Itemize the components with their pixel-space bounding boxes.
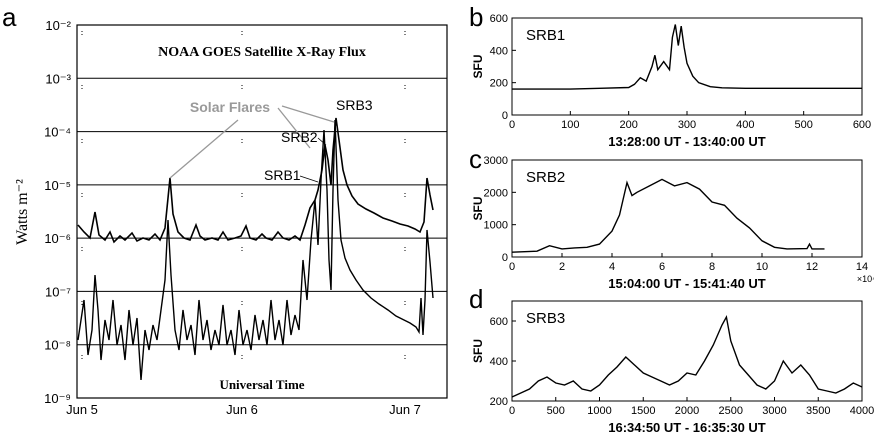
panel-a-ytick-label: 10⁻⁸	[44, 338, 71, 353]
panel-c-ytick-label: 2000	[484, 187, 508, 199]
panel-d-xtick-label: 3000	[762, 405, 786, 417]
panel-d-chart: 0 500 1000 1500 2000 2500 3000 3500 4000 200 400 60…	[471, 300, 874, 435]
flare-pointer-2	[277, 107, 311, 149]
panel-a-ytick-label: 10⁻⁶	[44, 231, 71, 246]
panel-a-long-channel-line	[77, 117, 434, 244]
panel-c-ylabel: SFU	[471, 197, 485, 221]
panel-d-xtick-label: 3500	[806, 405, 830, 417]
panel-d-xtick-label: 500	[547, 405, 565, 417]
panel-b-ytick-label: 600	[490, 13, 508, 25]
srb3-label: SRB3	[336, 97, 373, 113]
srb1-label: SRB1	[264, 167, 301, 183]
panel-c-ytick-label: 0	[502, 252, 508, 264]
panel-b-ytick-label: 200	[490, 78, 508, 90]
srb1-pointer	[299, 175, 319, 183]
panel-d-series-label: SRB3	[526, 310, 565, 327]
solar-flares-label: Solar Flares	[190, 99, 270, 115]
panel-b-xtick-label: 0	[509, 119, 515, 131]
panel-letter-a: a	[2, 2, 17, 32]
srb2-pointer	[317, 137, 327, 146]
panel-b-xtick-label: 100	[561, 119, 579, 131]
panel-c-series-label: SRB2	[526, 169, 565, 186]
panel-a-chart: 10⁻⁹ 10⁻⁸ 10⁻⁷ 10⁻⁶ 10⁻⁵ 10⁻⁴ 10⁻³ 10⁻² Jun 5 Ju…	[14, 18, 448, 417]
panel-c-xtick-label: 10	[756, 261, 768, 273]
panel-d-xtick-label: 2500	[719, 405, 743, 417]
panel-c-xlabel: 15:04:00 UT - 15:41:40 UT	[608, 276, 766, 291]
panel-c-xtick-label: 4	[609, 261, 615, 273]
panel-letter-d: d	[469, 284, 483, 314]
panel-c-xtick-label: 6	[659, 261, 665, 273]
panel-a-xtick-label: Jun 5	[66, 402, 98, 417]
panel-c-series-line	[511, 178, 825, 253]
panel-b-xtick-label: 500	[794, 119, 812, 131]
panel-d-xtick-label: 2000	[675, 405, 699, 417]
panel-b-xtick-label: 400	[736, 119, 754, 131]
panel-a-xtick-label: Jun 7	[389, 402, 421, 417]
panel-d-ytick-label: 400	[490, 356, 508, 368]
flare-pointer-1	[169, 119, 239, 179]
panel-d-xtick-label: 1500	[631, 405, 655, 417]
panel-d-xtick-label: 4000	[850, 405, 874, 417]
flare-pointer-3	[281, 105, 335, 123]
panel-d-ytick-label: 600	[490, 316, 508, 328]
panel-a-ytick-label: 10⁻⁵	[44, 178, 71, 193]
panel-c-xtick-label: 14	[856, 261, 868, 273]
panel-b-series-line	[512, 24, 862, 90]
panel-c-xtick-label: 8	[709, 261, 715, 273]
panel-a-ylabel: Watts m⁻²	[14, 179, 31, 245]
panel-b-xtick-label: 300	[678, 119, 696, 131]
panel-a-short-channel-line	[77, 119, 434, 381]
panel-c-xtick-label: 0	[509, 261, 515, 273]
panel-b-xtick-label: 200	[619, 119, 637, 131]
panel-d-xlabel: 16:34:50 UT - 16:35:30 UT	[608, 420, 766, 435]
panel-a-ytick-label: 10⁻⁴	[44, 125, 71, 140]
panel-c-ytick-label: 1000	[484, 220, 508, 232]
panel-a-xtick-label: Jun 6	[226, 402, 258, 417]
panel-c-x-multiplier: ×10⁴	[857, 274, 874, 284]
panel-b-xlabel: 13:28:00 UT - 13:40:00 UT	[608, 134, 766, 149]
panel-d-series-line	[511, 314, 863, 398]
srb2-label: SRB2	[281, 129, 318, 145]
panel-a-title: NOAA GOES Satellite X-Ray Flux	[158, 45, 366, 60]
panel-letter-c: c	[469, 144, 482, 174]
panel-a-xlabel: Universal Time	[219, 377, 304, 392]
panel-b-ytick-label: 0	[502, 110, 508, 122]
panel-d-ytick-label: 200	[490, 396, 508, 408]
panel-a-frame	[76, 24, 448, 399]
panel-b-ylabel: SFU	[471, 55, 485, 79]
panel-d-xtick-label: 1000	[587, 405, 611, 417]
panel-c-xtick-label: 2	[559, 261, 565, 273]
panel-letter-b: b	[469, 2, 483, 32]
panel-a-ytick-label: 10⁻⁷	[45, 284, 71, 299]
panel-c-frame	[511, 159, 863, 258]
panel-c-xtick-label: 12	[806, 261, 818, 273]
panel-b-ytick-label: 400	[490, 45, 508, 57]
panel-d-ylabel: SFU	[471, 339, 485, 363]
panel-a-ytick-label: 10⁻⁹	[44, 391, 71, 406]
panel-b-series-label: SRB1	[526, 27, 565, 44]
panel-b-xtick-label: 600	[853, 119, 871, 131]
panel-c-ytick-label: 3000	[484, 155, 508, 167]
panel-b-chart: 0 100 200 300 400 500 600 0 200 400 600 SRB1 SFU 13:2…	[471, 13, 871, 149]
panel-a-ytick-label: 10⁻³	[45, 71, 71, 86]
panel-c-chart: 0 2 4 6 8 10 12 14 0 1000 2000 3000 SRB2 SFU 15:04:00 …	[471, 155, 874, 291]
panel-d-xtick-label: 0	[509, 405, 515, 417]
panel-a-ytick-label: 10⁻²	[45, 18, 71, 33]
